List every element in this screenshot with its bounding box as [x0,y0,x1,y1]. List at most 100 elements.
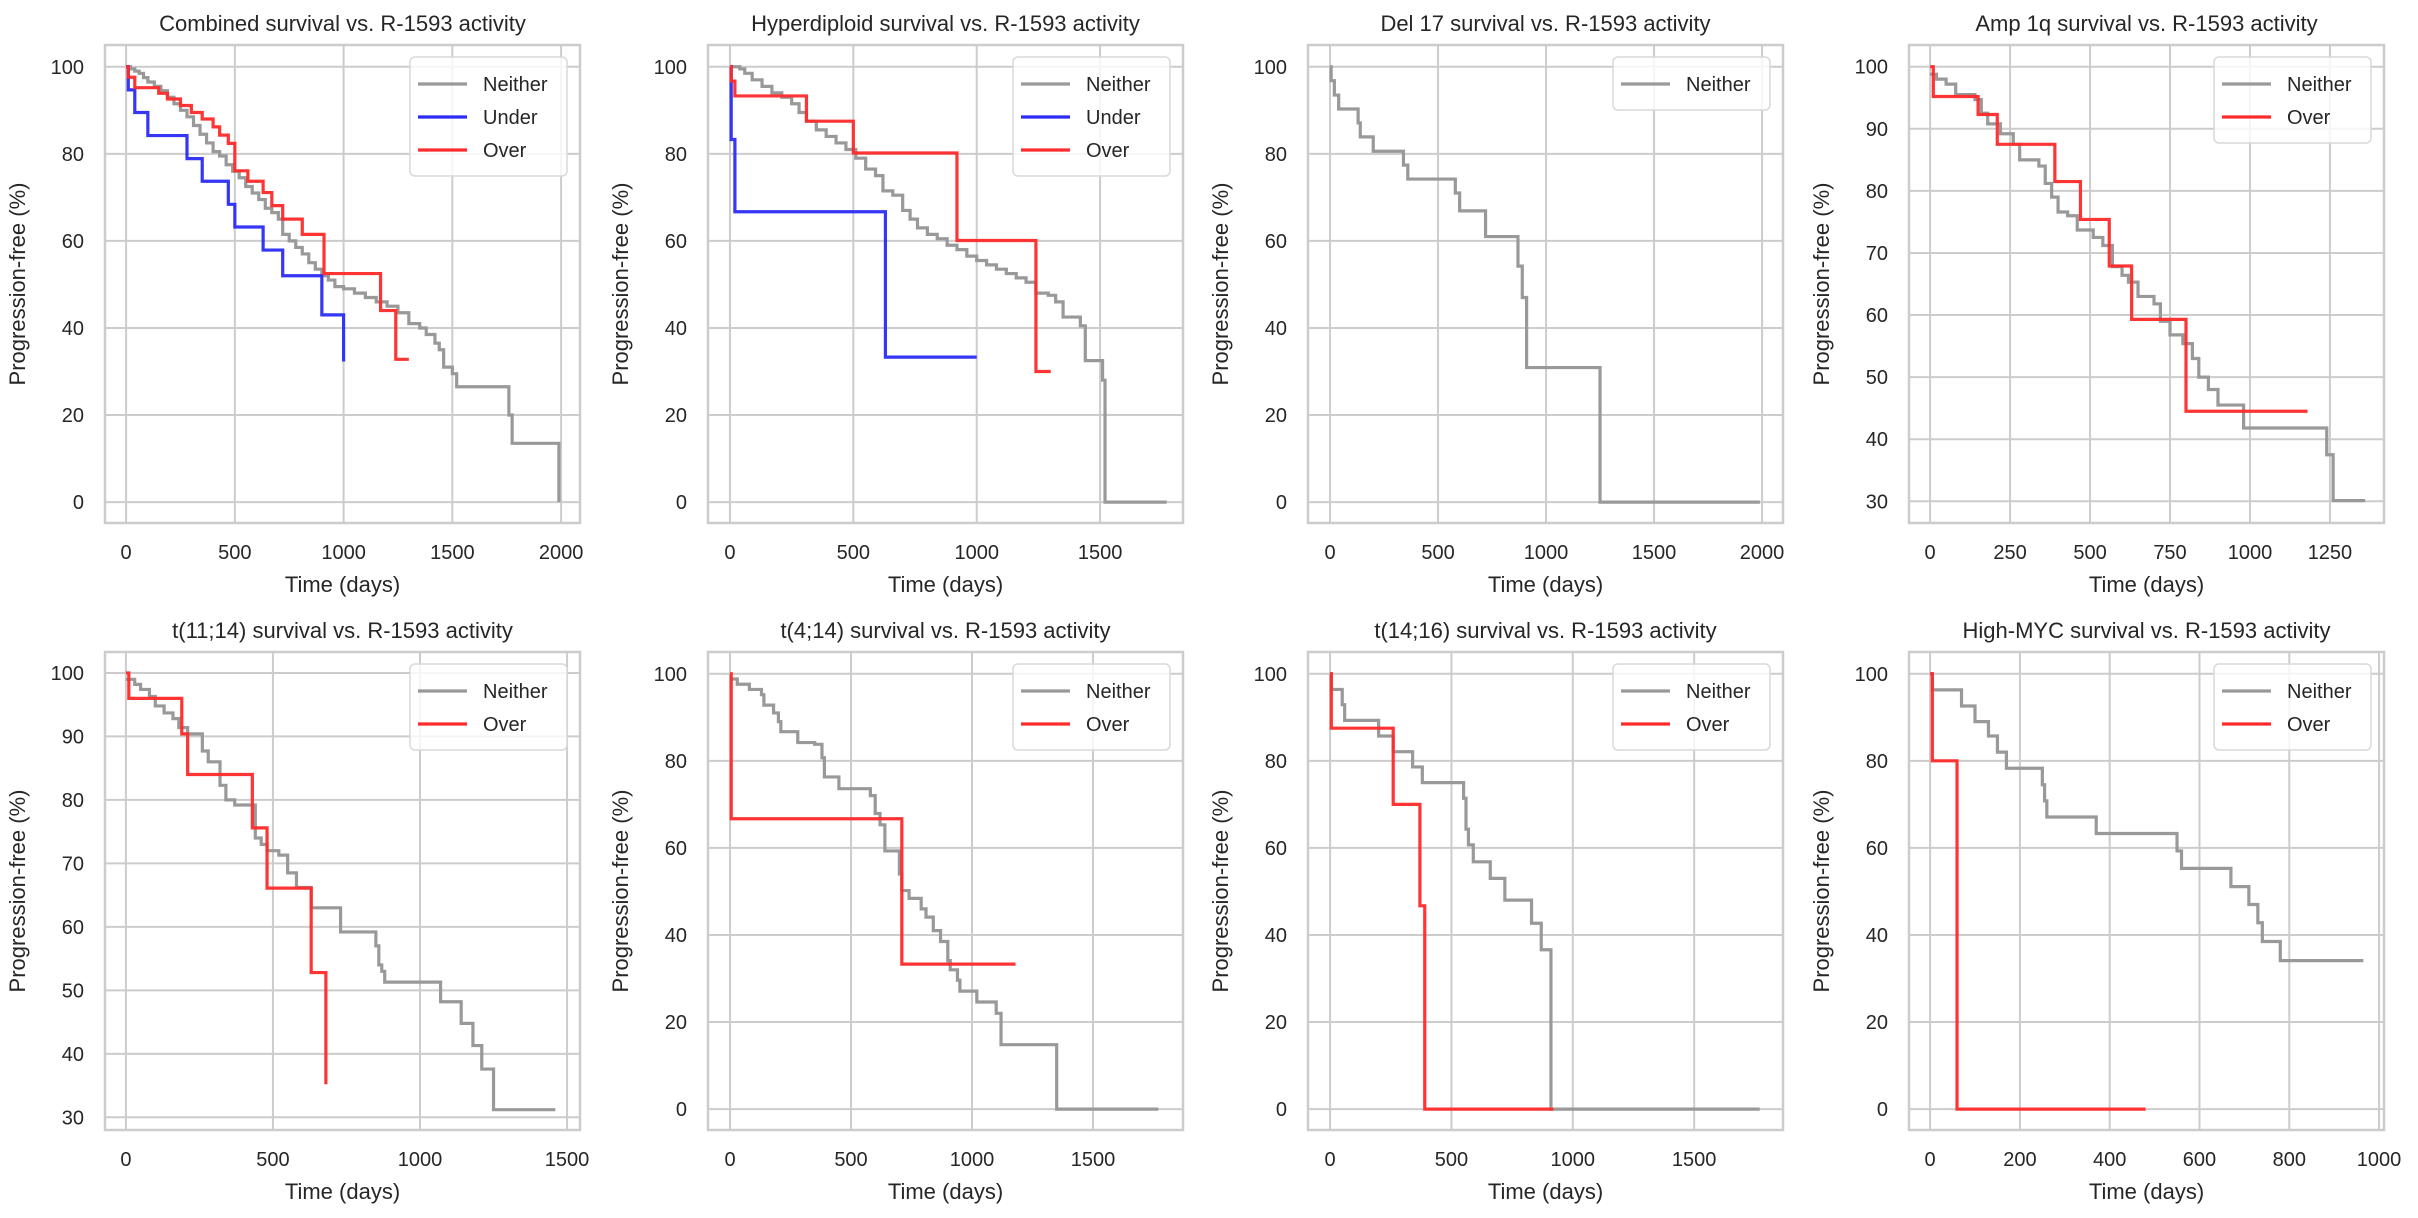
legend-box [1612,56,1771,111]
series-line-over [729,65,1051,374]
subplot-2: 0 500 1000 1500 0 20 40 60 80 100 Neither Under Over… [608,11,1185,597]
y-tick-label: 40 [1866,429,1888,451]
series-line-neither [1930,672,2364,963]
legend-label: Neither [2287,74,2352,96]
x-tick-label: 0 [1324,542,1335,564]
x-tick-label: 1500 [430,542,475,564]
y-tick-label: 60 [665,231,687,253]
x-axis-label: Time (days) [1488,1179,1603,1204]
legend-label: Under [1086,107,1141,129]
x-tick-label: 500 [1421,542,1454,564]
series-line-over [1329,672,1554,1111]
legend: Neither Over [2213,56,2372,144]
y-tick-label: 100 [1855,57,1888,79]
x-tick-label: 200 [2003,1149,2036,1171]
subplot-7: 0 500 1000 1500 0 20 40 60 80 100 Neither Over t(14;… [1208,618,1785,1204]
legend: Neither Under Over [1012,56,1171,177]
y-tick-label: 40 [1265,318,1287,340]
x-tick-label: 1000 [398,1149,443,1171]
axes-frame [1907,43,2386,525]
y-tick-label: 0 [1276,492,1287,514]
x-tick-label: 250 [1993,542,2026,564]
y-tick-label: 20 [665,405,687,427]
y-axis-label: Progression-free (%) [5,790,30,993]
legend: Neither Under Over [409,56,568,177]
x-tick-label: 1250 [2308,542,2353,564]
x-tick-label: 1000 [954,542,999,564]
legend-label: Neither [2287,681,2352,703]
y-tick-label: 20 [62,405,84,427]
x-tick-label: 0 [724,542,735,564]
x-axis-label: Time (days) [2089,572,2204,597]
legend: Neither Over [1012,663,1171,751]
x-tick-label: 1500 [1672,1149,1717,1171]
y-tick-label: 80 [665,751,687,773]
series-line-over [125,671,328,1085]
x-axis-label: Time (days) [2089,1179,2204,1204]
series-line-over [729,672,1016,966]
series-line-neither [1329,65,1760,504]
y-tick-label: 40 [62,318,84,340]
series-line-over [1930,672,2146,1111]
axes-frame [103,650,582,1132]
y-tick-label: 40 [62,1044,84,1066]
x-tick-label: 1000 [1524,542,1569,564]
y-axis-label: Progression-free (%) [1809,183,1834,386]
legend-label: Neither [1686,681,1751,703]
x-tick-label: 0 [120,1149,131,1171]
x-tick-label: 1000 [950,1149,995,1171]
x-axis-label: Time (days) [1488,572,1603,597]
x-tick-label: 1500 [1071,1149,1116,1171]
subplot-title: High-MYC survival vs. R-1593 activity [1963,618,2331,643]
y-tick-label: 80 [665,144,687,166]
subplot-4: 0 250 500 750 1000 1250 30 40 50 60 70 80 90 100 Neith… [1809,11,2386,597]
x-tick-label: 1000 [2357,1149,2402,1171]
x-tick-label: 0 [1925,1149,1936,1171]
legend-box [2213,56,2372,144]
subplot-6: 0 500 1000 1500 0 20 40 60 80 100 Neither Over t(4;1… [608,618,1185,1204]
legend-label: Neither [1686,74,1751,96]
y-tick-label: 80 [1866,751,1888,773]
y-tick-label: 100 [654,664,687,686]
legend-label: Neither [1086,681,1151,703]
y-tick-label: 30 [1866,491,1888,513]
x-tick-label: 0 [724,1149,735,1171]
y-tick-label: 50 [62,980,84,1002]
x-axis-label: Time (days) [888,572,1003,597]
subplot-1: 0 500 1000 1500 2000 0 20 40 60 80 100 Neither Under… [5,11,583,597]
y-tick-label: 40 [665,318,687,340]
x-tick-label: 1000 [1551,1149,1596,1171]
legend-label: Over [1086,140,1130,162]
axes-frame [706,43,1185,525]
y-tick-label: 0 [73,492,84,514]
y-tick-label: 60 [62,231,84,253]
series-line-neither [1329,672,1760,1111]
legend-label: Under [483,107,538,129]
subplot-title: Del 17 survival vs. R-1593 activity [1380,11,1710,36]
y-tick-label: 100 [654,57,687,79]
x-axis-label: Time (days) [285,1179,400,1204]
y-axis-label: Progression-free (%) [608,183,633,386]
axes-frame [1306,43,1785,525]
legend-label: Over [1686,714,1730,736]
y-tick-label: 100 [1254,664,1287,686]
legend: Neither Over [2213,663,2372,751]
y-tick-label: 80 [62,144,84,166]
y-tick-label: 0 [676,1099,687,1121]
legend-box [1012,56,1171,177]
x-tick-label: 0 [121,542,132,564]
y-tick-label: 60 [1265,231,1287,253]
y-tick-label: 0 [1877,1099,1888,1121]
legend-box [2213,663,2372,751]
legend-label: Over [483,714,527,736]
y-tick-label: 60 [1866,838,1888,860]
subplot-title: t(11;14) survival vs. R-1593 activity [172,618,513,643]
y-tick-label: 80 [62,790,84,812]
subplot-title: Hyperdiploid survival vs. R-1593 activit… [751,11,1140,36]
axes-frame [706,650,1185,1132]
legend-label: Neither [1086,74,1151,96]
x-tick-label: 1500 [545,1149,590,1171]
x-tick-label: 400 [2093,1149,2126,1171]
x-tick-label: 500 [256,1149,289,1171]
legend-label: Over [2287,107,2331,129]
